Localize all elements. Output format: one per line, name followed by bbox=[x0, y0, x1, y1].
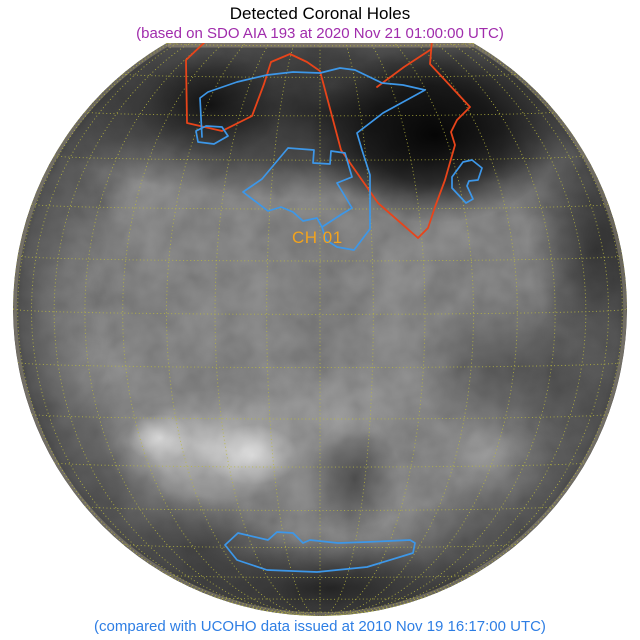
coronal-hole-contour bbox=[242, 147, 353, 228]
limb-rim bbox=[13, 43, 627, 616]
coronal-hole-contour bbox=[451, 159, 483, 204]
coronal-hole-contour bbox=[195, 125, 229, 145]
coronal-hole-contour bbox=[185, 43, 471, 239]
coronal-hole-contour bbox=[224, 531, 416, 573]
figure-subtitle: (based on SDO AIA 193 at 2020 Nov 21 01:… bbox=[136, 25, 504, 42]
coronal-hole-contour bbox=[199, 67, 426, 251]
top-limb-band bbox=[168, 43, 474, 48]
heliographic-grid bbox=[13, 43, 627, 616]
figure-caption: (compared with UCOHO data issued at 2010… bbox=[94, 618, 546, 635]
figure-title: Detected Coronal Holes bbox=[229, 4, 411, 23]
coronal-hole-contours-red bbox=[185, 43, 471, 239]
coronal-hole-contour bbox=[376, 49, 431, 88]
coronal-hole-contours-blue bbox=[195, 67, 483, 573]
coronal-hole-label: CH 01 bbox=[292, 228, 343, 247]
